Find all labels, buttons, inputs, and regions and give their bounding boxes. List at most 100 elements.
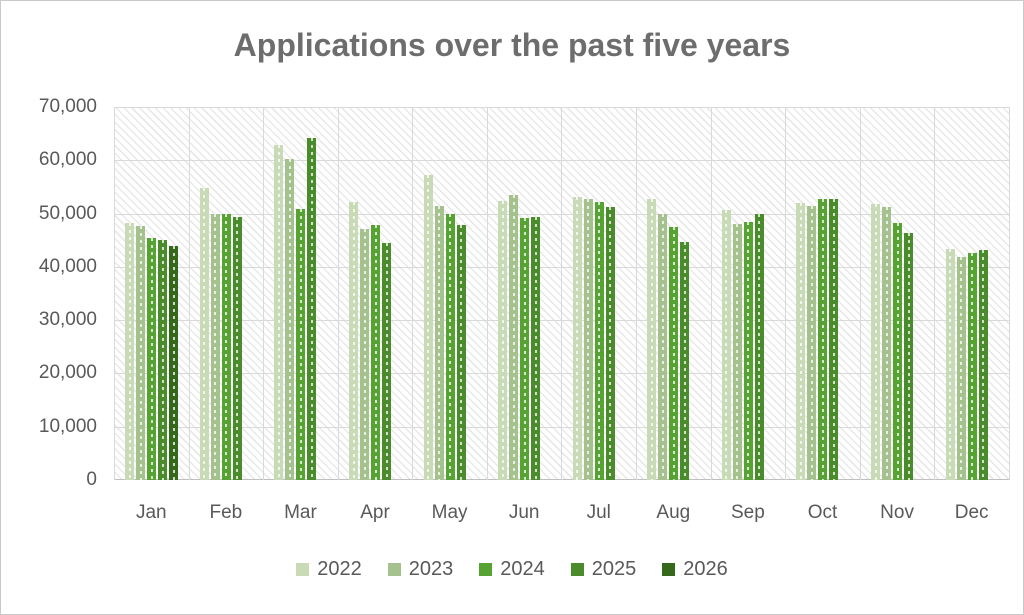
plot-area bbox=[114, 107, 1010, 480]
x-tick-label-dec: Dec bbox=[954, 502, 989, 523]
chart-title: Applications over the past five years bbox=[233, 27, 791, 63]
bar-group-nov bbox=[861, 107, 936, 480]
legend-label: 2024 bbox=[500, 558, 545, 580]
bar-2022-jul bbox=[572, 196, 582, 480]
legend-item-2022: 2022 bbox=[296, 558, 362, 581]
bar-2024-mar bbox=[296, 208, 306, 480]
bar-2025-may bbox=[456, 225, 466, 480]
bar-group-mar bbox=[264, 107, 339, 480]
legend-item-2025: 2025 bbox=[570, 558, 637, 581]
bar-2022-sep bbox=[721, 210, 731, 480]
bar-2025-apr bbox=[382, 242, 392, 480]
bar-2022-jan bbox=[125, 222, 135, 480]
bar-group-may bbox=[413, 107, 488, 480]
bar-2023-apr bbox=[360, 228, 370, 480]
bar-2024-oct bbox=[818, 198, 828, 480]
bar-2023-mar bbox=[285, 159, 295, 480]
bar-2024-dec bbox=[967, 253, 977, 480]
bar-2022-may bbox=[423, 174, 433, 480]
y-axis-labels: 70,000 60,000 50,000 40,000 30,000 20,000 10,0… bbox=[1, 96, 97, 490]
legend-item-2024: 2024 bbox=[479, 558, 545, 581]
bar-2024-nov bbox=[893, 223, 903, 480]
bar-group-jan bbox=[115, 107, 190, 480]
legend-swatch-icon bbox=[296, 563, 310, 576]
bar-2023-jan bbox=[136, 225, 146, 480]
bar-2023-jun bbox=[509, 194, 519, 480]
x-tick-label-sep: Sep bbox=[731, 502, 765, 523]
bar-2025-sep bbox=[754, 213, 764, 480]
bar-2025-jan bbox=[158, 239, 168, 480]
bar-2024-apr bbox=[371, 224, 381, 480]
y-tick-label: 70,000 bbox=[38, 96, 97, 117]
x-tick-label-feb: Feb bbox=[209, 502, 243, 523]
bar-group-aug bbox=[637, 107, 712, 480]
bar-group-dec bbox=[935, 107, 1010, 480]
x-tick-label-apr: Apr bbox=[360, 502, 390, 523]
legend-swatch-icon bbox=[570, 563, 584, 576]
x-tick-label-oct: Oct bbox=[807, 502, 838, 523]
bar-2024-jan bbox=[147, 238, 157, 480]
legend: 2022 2023 2024 2025 2026 bbox=[1, 558, 1023, 581]
y-tick-label: 0 bbox=[86, 469, 97, 490]
bar-2025-oct bbox=[829, 198, 839, 480]
legend-label: 2025 bbox=[591, 558, 637, 580]
legend-item-2023: 2023 bbox=[387, 558, 454, 581]
bar-2022-dec bbox=[945, 248, 955, 480]
bar-2022-apr bbox=[349, 202, 359, 480]
x-tick-label-aug: Aug bbox=[656, 502, 691, 523]
legend-swatch-icon bbox=[387, 563, 401, 576]
bar-groups bbox=[114, 107, 1010, 480]
legend-swatch-icon bbox=[662, 563, 676, 576]
bar-2023-feb bbox=[210, 213, 220, 480]
y-tick-label: 10,000 bbox=[38, 416, 97, 437]
bar-2022-feb bbox=[199, 188, 209, 480]
x-tick-label-jan: Jan bbox=[135, 502, 167, 523]
bar-group-jul bbox=[562, 107, 638, 480]
bar-group-jun bbox=[488, 107, 563, 480]
bar-2025-nov bbox=[904, 232, 914, 480]
bar-2025-jul bbox=[605, 206, 615, 480]
bar-2024-sep bbox=[743, 221, 753, 480]
bar-2024-jul bbox=[594, 201, 604, 480]
y-tick-label: 30,000 bbox=[38, 309, 97, 330]
bar-2023-dec bbox=[956, 257, 966, 480]
bar-2026-jan bbox=[169, 245, 179, 480]
bar-2024-jun bbox=[520, 218, 530, 480]
bar-2024-aug bbox=[669, 227, 679, 480]
bar-2024-may bbox=[445, 213, 455, 480]
bar-2023-sep bbox=[732, 223, 742, 480]
bar-group-sep bbox=[712, 107, 787, 480]
bar-2023-jul bbox=[583, 198, 593, 480]
bar-2025-mar bbox=[307, 137, 317, 480]
legend-item-2026: 2026 bbox=[662, 558, 728, 581]
legend-label: 2026 bbox=[683, 558, 728, 580]
x-tick-label-may: May bbox=[431, 502, 468, 523]
bar-2024-feb bbox=[221, 213, 231, 480]
bar-2025-aug bbox=[680, 242, 690, 480]
y-tick-label: 20,000 bbox=[38, 362, 97, 383]
y-tick-label: 50,000 bbox=[38, 203, 97, 224]
bar-group-feb bbox=[190, 107, 265, 480]
x-tick-label-nov: Nov bbox=[880, 502, 914, 523]
bar-group-oct bbox=[786, 107, 861, 480]
x-axis-labels: Jan Feb Mar Apr May Jun Jul Aug Sep Oct Nov Dec bbox=[114, 502, 1009, 524]
bar-2022-oct bbox=[796, 202, 806, 480]
y-tick-label: 60,000 bbox=[38, 149, 97, 170]
bar-2022-aug bbox=[647, 199, 657, 480]
bar-2022-jun bbox=[498, 200, 508, 480]
bar-2023-may bbox=[434, 205, 444, 480]
bar-2025-feb bbox=[232, 216, 242, 480]
bar-2025-jun bbox=[531, 216, 541, 480]
x-tick-label-jul: Jul bbox=[586, 502, 611, 523]
bar-2023-oct bbox=[807, 206, 817, 480]
x-tick-label-jun: Jun bbox=[508, 502, 540, 523]
legend-label: 2023 bbox=[408, 558, 454, 580]
x-tick-label-mar: Mar bbox=[284, 502, 317, 523]
bar-2022-mar bbox=[274, 144, 284, 480]
bar-group-apr bbox=[339, 107, 414, 480]
legend-label: 2022 bbox=[317, 558, 362, 580]
bar-2023-nov bbox=[882, 207, 892, 480]
bar-2025-dec bbox=[978, 249, 988, 480]
bar-2023-aug bbox=[658, 214, 668, 480]
